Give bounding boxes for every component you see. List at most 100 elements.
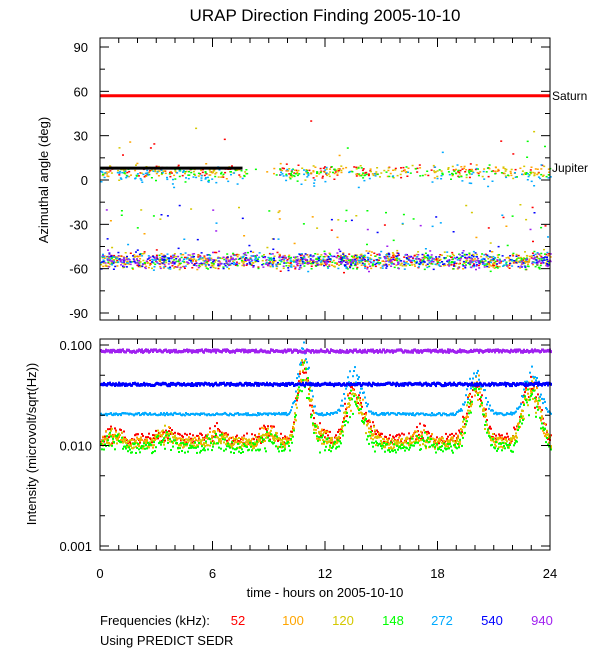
data-point: [452, 166, 454, 168]
data-point: [184, 268, 186, 270]
data-point: [431, 433, 433, 435]
data-point: [484, 424, 486, 426]
data-point: [138, 175, 140, 177]
data-point: [413, 433, 415, 435]
data-point: [285, 262, 287, 264]
data-point: [280, 174, 282, 176]
data-point: [205, 440, 207, 442]
data-point: [143, 414, 145, 416]
data-point: [366, 210, 368, 212]
data-point: [319, 256, 321, 258]
data-point: [206, 267, 208, 269]
data-point: [449, 256, 451, 258]
data-point: [390, 173, 392, 175]
data-point: [269, 261, 271, 263]
data-point: [354, 263, 356, 265]
data-point: [276, 174, 278, 176]
data-point: [500, 443, 502, 445]
data-point: [130, 264, 132, 266]
data-point: [103, 449, 105, 451]
data-point: [127, 450, 129, 452]
data-point: [345, 388, 347, 390]
data-point: [513, 444, 515, 446]
data-point: [267, 425, 269, 427]
data-point: [423, 440, 425, 442]
data-point: [137, 249, 139, 251]
data-point: [403, 256, 405, 258]
data-point: [339, 433, 341, 435]
data-point: [506, 257, 508, 259]
data-point: [519, 261, 521, 263]
data-point: [239, 442, 241, 444]
data-point: [172, 179, 174, 181]
data-point: [541, 164, 543, 166]
data-point: [546, 437, 548, 439]
data-point: [179, 447, 181, 449]
data-point: [483, 254, 485, 256]
data-point: [265, 450, 267, 452]
data-point: [313, 182, 315, 184]
data-point: [114, 266, 116, 268]
data-point: [319, 439, 321, 441]
data-point: [216, 422, 218, 424]
data-point: [227, 434, 229, 436]
data-point: [422, 443, 424, 445]
data-point: [263, 439, 265, 441]
data-point: [472, 378, 474, 380]
data-point: [250, 251, 252, 253]
data-point: [147, 436, 149, 438]
data-point: [288, 256, 290, 258]
data-point: [356, 405, 358, 407]
data-point: [351, 256, 353, 258]
data-point: [361, 388, 363, 390]
data-point: [489, 250, 491, 252]
data-point: [179, 434, 181, 436]
data-point: [498, 262, 500, 264]
data-point: [332, 446, 334, 448]
data-point: [484, 258, 486, 260]
data-point: [225, 258, 227, 260]
data-point: [186, 258, 188, 260]
data-point: [471, 169, 473, 171]
data-point: [492, 410, 494, 412]
data-point: [190, 258, 192, 260]
data-point: [233, 172, 235, 174]
data-point: [408, 168, 410, 170]
data-point: [372, 263, 374, 265]
data-point: [452, 258, 454, 260]
data-point: [470, 262, 472, 264]
data-point: [443, 443, 445, 445]
data-point: [342, 435, 344, 437]
data-point: [113, 259, 115, 261]
data-point: [447, 436, 449, 438]
data-point: [259, 252, 261, 254]
data-point: [539, 268, 541, 270]
data-point: [329, 171, 331, 173]
data-point: [467, 416, 469, 418]
data-point: [313, 432, 315, 434]
data-point: [180, 267, 182, 269]
data-point: [243, 263, 245, 265]
data-point: [193, 171, 195, 173]
data-point: [460, 257, 462, 259]
data-point: [415, 442, 417, 444]
data-point: [322, 434, 324, 436]
data-point: [355, 167, 357, 169]
data-point: [211, 438, 213, 440]
data-point: [544, 401, 546, 403]
data-point: [290, 266, 292, 268]
data-point: [273, 238, 275, 240]
data-point: [488, 408, 490, 410]
data-point: [308, 256, 310, 258]
data-point: [535, 259, 537, 261]
data-point: [506, 444, 508, 446]
data-point: [102, 261, 104, 263]
data-point: [409, 440, 411, 442]
data-point: [153, 441, 155, 443]
data-point: [350, 390, 352, 392]
data-point: [283, 259, 285, 261]
data-point: [371, 251, 373, 253]
data-point: [198, 436, 200, 438]
data-point: [543, 432, 545, 434]
data-point: [397, 175, 399, 177]
